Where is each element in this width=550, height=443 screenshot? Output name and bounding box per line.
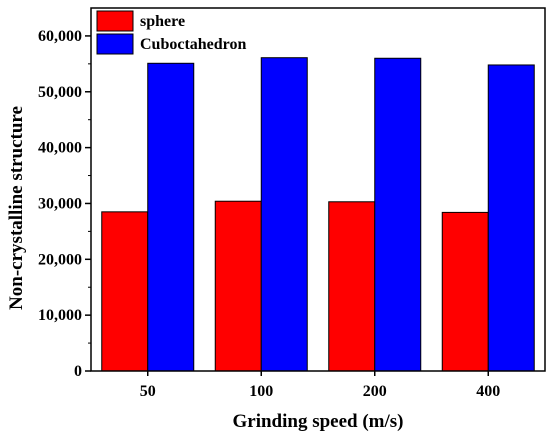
- y-tick-label: 40,000: [38, 140, 82, 157]
- x-tick-label: 100: [249, 383, 273, 400]
- legend-label-sphere: sphere: [140, 13, 185, 30]
- bars-group: [101, 57, 535, 372]
- bar-cuboctahedron-200: [374, 57, 422, 372]
- bar-cuboctahedron-100: [260, 57, 308, 372]
- y-axis-title: Non-crystalline structure: [6, 106, 27, 310]
- legend-swatch-sphere: [96, 10, 134, 32]
- y-tick-label: 0: [74, 363, 82, 380]
- y-tick-label: 60,000: [38, 28, 82, 45]
- bar-sphere-100: [214, 200, 262, 372]
- bar-cuboctahedron-50: [147, 62, 195, 372]
- x-axis-title: Grinding speed (m/s): [232, 411, 403, 432]
- plot-frame: [90, 7, 546, 372]
- legend: sphere Cuboctahedron: [96, 10, 246, 55]
- legend-swatch-cuboctahedron: [96, 33, 134, 55]
- bar-sphere-50: [101, 211, 149, 372]
- bar-sphere-200: [328, 201, 376, 372]
- legend-label-cuboctahedron: Cuboctahedron: [140, 36, 246, 53]
- x-tick-label: 50: [140, 383, 156, 400]
- x-tick-label: 400: [476, 383, 500, 400]
- bar-sphere-400: [441, 211, 489, 372]
- axes-group: 50 100 200 400 0 10,000 20,000 30,000 40,000 50,0…: [38, 7, 546, 400]
- y-tick-label: 20,000: [38, 251, 82, 268]
- y-tick-label: 30,000: [38, 195, 82, 212]
- x-tick-label: 200: [363, 383, 387, 400]
- y-tick-label: 50,000: [38, 84, 82, 101]
- y-tick-label: 10,000: [38, 307, 82, 324]
- bar-cuboctahedron-400: [487, 64, 535, 372]
